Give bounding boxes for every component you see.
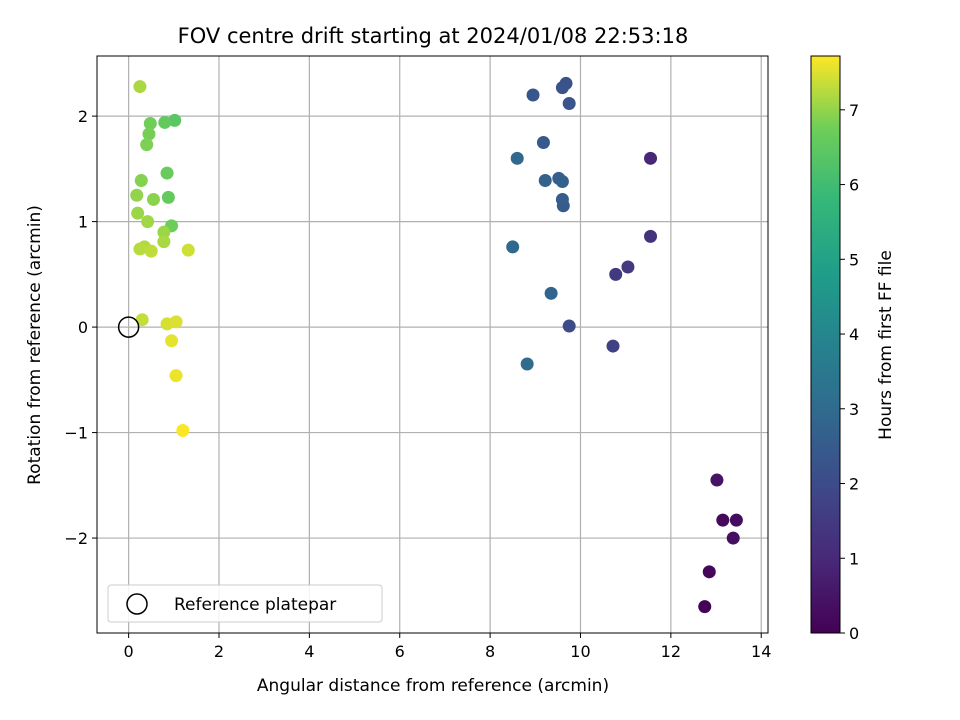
- scatter-point: [710, 473, 724, 487]
- scatter-point: [158, 115, 172, 129]
- y-tick-label: 1: [78, 213, 88, 232]
- scatter-point: [131, 206, 145, 220]
- x-tick-label: 12: [661, 642, 681, 661]
- scatter-point: [726, 531, 740, 545]
- scatter-point: [609, 267, 623, 281]
- scatter-point: [729, 513, 743, 527]
- colorbar-tick-label: 4: [849, 325, 859, 344]
- legend: Reference platepar: [107, 584, 383, 623]
- scatter-point: [142, 127, 156, 141]
- x-tick-label: 6: [395, 642, 405, 661]
- scatter-point: [169, 369, 183, 383]
- scatter-point: [555, 192, 569, 206]
- scatter-point: [526, 88, 540, 102]
- colorbar-gradient: [810, 55, 841, 634]
- x-tick-label: 8: [485, 642, 495, 661]
- colorbar-tick-label: 5: [849, 250, 859, 269]
- y-tick-label: −1: [64, 424, 88, 443]
- x-axis-ticks: 0 2 4 6 8 10 12 14: [124, 633, 771, 661]
- x-tick-label: 14: [751, 642, 771, 661]
- colorbar-ticks: 0 1 2 3 4 5 6 7: [840, 101, 859, 643]
- scatter-point: [157, 235, 171, 249]
- scatter-point: [544, 286, 558, 300]
- scatter-point: [698, 600, 712, 614]
- scatter-point: [157, 225, 171, 239]
- scatter-point: [562, 96, 576, 110]
- legend-entry-reference: Reference platepar: [174, 595, 336, 615]
- reference-marker-group: [117, 316, 140, 338]
- scatter-point: [702, 565, 716, 579]
- scatter-point: [536, 135, 550, 149]
- legend-marker-reference: [126, 593, 148, 615]
- colorbar-label: Hours from first FF file: [876, 250, 896, 440]
- scatter-point: [168, 113, 182, 127]
- scatter-point: [538, 173, 552, 187]
- x-axis-label: Angular distance from reference (arcmin): [257, 676, 609, 696]
- colorbar-tick-label: 1: [849, 549, 859, 568]
- colorbar-tick-label: 0: [849, 624, 859, 643]
- scatter-point: [176, 423, 190, 437]
- scatter-point: [160, 166, 174, 180]
- reference-platepar-marker: [117, 316, 140, 338]
- plot-frame: [96, 55, 769, 634]
- scatter-point: [181, 243, 195, 257]
- scatter-point: [644, 151, 658, 165]
- y-axis-label: Rotation from reference (arcmin): [25, 205, 45, 485]
- x-tick-label: 4: [304, 642, 314, 661]
- scatter-point: [135, 313, 149, 327]
- scatter-point: [130, 188, 144, 202]
- scatter-points: [130, 76, 743, 614]
- y-axis-ticks: −2 −1 0 1 2: [64, 107, 97, 548]
- colorbar: 0 1 2 3 4 5 6 7 Hours from first FF file: [810, 55, 896, 643]
- scatter-point: [133, 80, 147, 94]
- scatter-point: [506, 240, 520, 254]
- colorbar-tick-label: 2: [849, 475, 859, 494]
- colorbar-tick-label: 7: [849, 101, 859, 120]
- scatter-point: [510, 151, 524, 165]
- scatter-point: [143, 117, 157, 131]
- scatter-point: [555, 81, 569, 95]
- scatter-point: [520, 357, 534, 371]
- colorbar-tick-label: 3: [849, 400, 859, 419]
- scatter-point: [606, 339, 620, 353]
- grid: [97, 56, 768, 633]
- scatter-point: [133, 242, 147, 256]
- scatter-point: [555, 175, 569, 189]
- legend-box: [107, 584, 383, 623]
- scatter-point: [644, 229, 658, 243]
- y-tick-label: −2: [64, 529, 88, 548]
- scatter-point: [716, 513, 730, 527]
- y-tick-label: 2: [78, 107, 88, 126]
- y-tick-label: 0: [78, 318, 88, 337]
- scatter-point: [169, 315, 183, 329]
- scatter-point: [562, 319, 576, 333]
- colorbar-tick-label: 6: [849, 176, 859, 195]
- scatter-point: [161, 190, 175, 204]
- scatter-point: [140, 138, 154, 152]
- scatter-point: [165, 334, 179, 348]
- scatter-point: [141, 215, 155, 229]
- x-tick-label: 2: [214, 642, 224, 661]
- scatter-point: [134, 173, 148, 187]
- x-tick-label: 10: [570, 642, 590, 661]
- scatter-point: [621, 260, 635, 274]
- chart-title: FOV centre drift starting at 2024/01/08 …: [178, 24, 689, 48]
- x-tick-label: 0: [124, 642, 134, 661]
- scatter-point: [146, 192, 160, 206]
- scatter-point: [144, 244, 158, 258]
